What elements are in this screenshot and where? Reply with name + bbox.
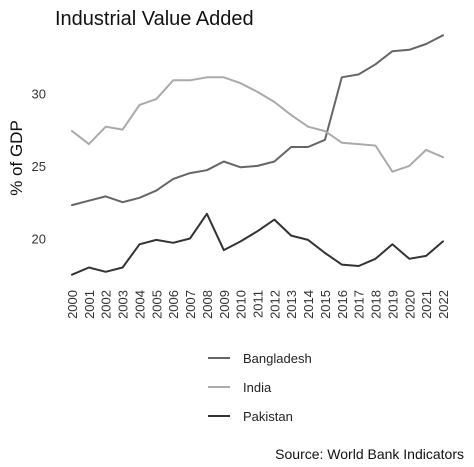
x-tick-label: 2011 xyxy=(251,290,266,318)
chart-caption: Source: World Bank Indicators xyxy=(275,446,464,462)
x-tick-label: 2008 xyxy=(200,290,215,319)
y-tick-label: 25 xyxy=(32,159,46,174)
x-tick-label: 2005 xyxy=(149,290,164,319)
x-axis-ticks: 2000 2001 2002 2003 2004 2005 2006 2007 2008 2009… xyxy=(65,290,451,319)
legend: Bangladesh India Pakistan xyxy=(208,351,312,424)
series-line-india xyxy=(71,76,444,173)
x-tick-label: 2000 xyxy=(65,290,80,319)
x-tick-label: 2012 xyxy=(267,290,282,319)
x-tick-label: 2001 xyxy=(82,290,97,319)
x-tick-label: 2006 xyxy=(166,290,181,319)
x-tick-label: 2014 xyxy=(301,290,316,319)
legend-label: India xyxy=(243,380,272,395)
x-tick-label: 2020 xyxy=(402,290,417,319)
x-tick-label: 2021 xyxy=(419,290,434,319)
legend-label: Bangladesh xyxy=(243,351,312,366)
y-tick-label: 20 xyxy=(32,231,46,246)
series-lines xyxy=(71,34,444,276)
x-tick-label: 2015 xyxy=(318,290,333,319)
series-line-pakistan xyxy=(71,212,444,276)
x-tick-label: 2007 xyxy=(183,290,198,319)
x-tick-label: 2004 xyxy=(132,290,147,319)
series-line-bangladesh xyxy=(71,34,444,207)
y-tick-label: 30 xyxy=(32,86,46,101)
x-tick-label: 2009 xyxy=(217,290,232,319)
x-tick-label: 2016 xyxy=(335,290,350,319)
legend-label: Pakistan xyxy=(243,409,293,424)
x-tick-label: 2017 xyxy=(352,290,367,319)
x-tick-label: 2002 xyxy=(99,290,114,319)
x-tick-label: 2003 xyxy=(116,290,131,319)
chart-title: Industrial Value Added xyxy=(55,8,254,30)
y-axis-ticks: 20 25 30 xyxy=(32,86,46,246)
x-tick-label: 2019 xyxy=(385,290,400,319)
y-axis-label: % of GDP xyxy=(7,120,26,196)
x-tick-label: 2013 xyxy=(284,290,299,319)
x-tick-label: 2022 xyxy=(436,290,451,319)
x-tick-label: 2010 xyxy=(234,290,249,319)
x-tick-label: 2018 xyxy=(369,290,384,319)
